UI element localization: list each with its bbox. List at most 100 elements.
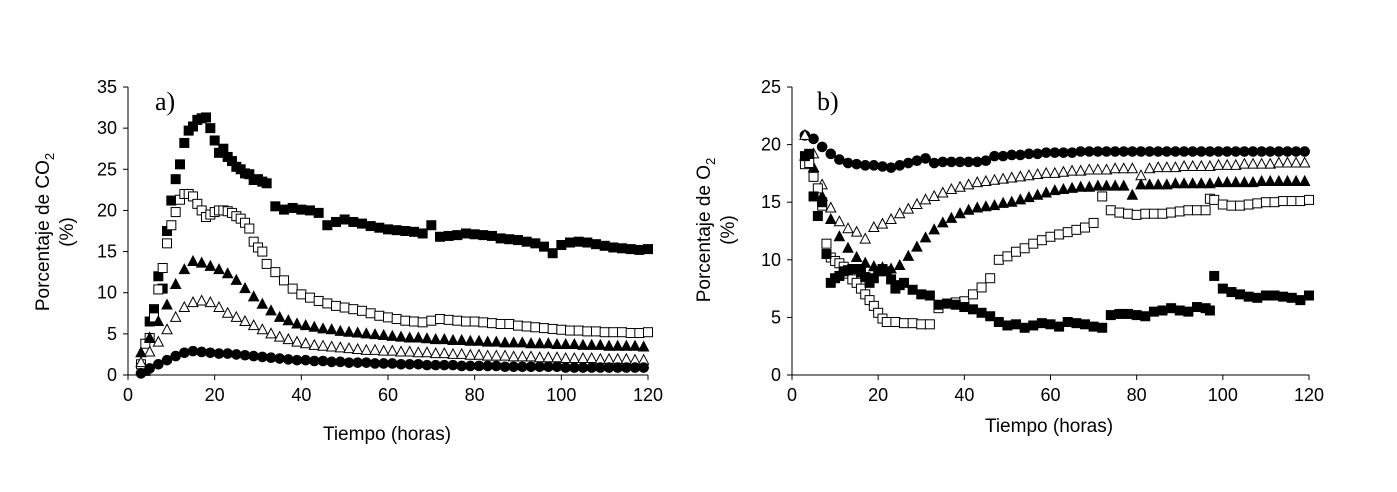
filled-circle-point [586, 362, 597, 373]
filled-circle-point [144, 363, 155, 374]
filled-square-point [821, 249, 832, 260]
filled-circle-point [816, 141, 828, 153]
filled-triangle-point [1057, 182, 1070, 195]
open-square-point [435, 314, 445, 325]
open-square-point [599, 327, 610, 338]
filled-square-point [357, 218, 367, 229]
filled-triangle-point [1023, 191, 1035, 203]
filled-circle-point [439, 359, 450, 371]
filled-triangle-point [980, 200, 992, 212]
filled-triangle-point [1298, 174, 1311, 186]
filled-circle-point [825, 148, 837, 160]
filled-triangle-point [455, 333, 468, 345]
filled-triangle-point [559, 337, 572, 350]
filled-triangle-point [568, 337, 581, 350]
open-square-point [1114, 207, 1125, 218]
filled-triangle-point [265, 304, 277, 316]
open-triangle-point [1221, 158, 1233, 170]
panel-b-label: b) [817, 87, 839, 116]
filled-square-point [1036, 318, 1047, 329]
filled-circle-point [595, 362, 606, 373]
open-triangle-point [568, 351, 581, 364]
open-triangle-point [308, 338, 321, 350]
filled-triangle-point [1273, 174, 1285, 186]
filled-square-point [1183, 306, 1194, 317]
filled-triangle-point [1221, 176, 1233, 188]
filled-square-point [305, 205, 315, 216]
filled-square-point [495, 233, 506, 244]
open-triangle-point [386, 344, 399, 356]
filled-triangle-point [911, 240, 923, 252]
filled-triangle-point [842, 241, 854, 253]
filled-circle-point [274, 353, 285, 364]
filled-triangle-point [1212, 176, 1225, 188]
filled-square-point [1028, 320, 1039, 331]
filled-triangle-point [611, 339, 624, 351]
open-square-point [162, 238, 172, 249]
filled-square-point [1252, 292, 1263, 303]
filled-triangle-point [351, 326, 364, 338]
filled-circle-point [491, 360, 502, 372]
filled-square-point [924, 290, 935, 301]
filled-triangle-point [213, 263, 225, 275]
filled-circle-point [885, 162, 897, 173]
filled-circle-point [257, 351, 268, 363]
open-triangle-point [971, 176, 984, 188]
filled-square-point [322, 220, 333, 231]
y-tick-label: 5 [107, 324, 117, 344]
open-square-point [1235, 200, 1246, 211]
open-triangle-point [395, 345, 407, 357]
open-triangle-point [945, 182, 958, 195]
filled-square-point [967, 304, 978, 315]
open-square-point [1079, 222, 1090, 233]
open-square-point [322, 298, 333, 309]
filled-square-point [461, 228, 471, 239]
open-square-point [556, 324, 567, 335]
open-triangle-point [213, 300, 225, 313]
filled-triangle-point [334, 324, 347, 336]
y-tick-label: 0 [107, 365, 117, 385]
filled-square-point [1114, 308, 1125, 319]
filled-square-point [339, 214, 350, 225]
open-square-point [881, 317, 892, 328]
filled-triangle-point [507, 336, 520, 348]
open-square-point [924, 319, 935, 330]
filled-square-point [1209, 270, 1220, 281]
filled-triangle-point [629, 339, 641, 351]
filled-circle-point [239, 349, 251, 361]
open-triangle-point [611, 352, 624, 364]
y-tick-label: 25 [761, 77, 781, 97]
y-tick-label: 10 [97, 283, 117, 303]
filled-triangle-point [325, 323, 338, 335]
filled-square-point [1226, 287, 1237, 298]
filled-square-point [205, 123, 216, 134]
y-tick-label: 0 [771, 365, 781, 385]
open-triangle-point [1135, 169, 1147, 181]
open-square-point [1183, 205, 1194, 216]
filled-square-point [166, 195, 177, 206]
filled-square-point [1157, 305, 1168, 316]
filled-square-point [374, 222, 385, 233]
filled-square-point [487, 230, 497, 241]
open-triangle-point [876, 217, 889, 229]
filled-circle-point [560, 362, 571, 373]
open-square-point [452, 315, 463, 326]
filled-square-point [1166, 303, 1177, 314]
panel-b-y-axis-label-subscript: 2 [703, 158, 718, 165]
filled-square-point [1278, 291, 1289, 302]
panel-b-x-axis-label: Tiempo (horas) [985, 416, 1113, 437]
filled-circle-point [569, 362, 580, 373]
open-triangle-point [1014, 170, 1027, 182]
open-triangle-point [499, 349, 511, 361]
open-triangle-point [585, 351, 598, 364]
filled-square-point [804, 148, 815, 159]
filled-triangle-point [256, 297, 269, 309]
open-square-point [625, 328, 636, 339]
filled-triangle-point [997, 196, 1009, 208]
filled-circle-point [309, 355, 320, 367]
filled-triangle-point [1178, 177, 1190, 189]
open-triangle-point [559, 351, 572, 364]
filled-square-point [179, 137, 190, 148]
filled-triangle-point [833, 230, 846, 242]
y-tick-label: 15 [97, 242, 117, 262]
